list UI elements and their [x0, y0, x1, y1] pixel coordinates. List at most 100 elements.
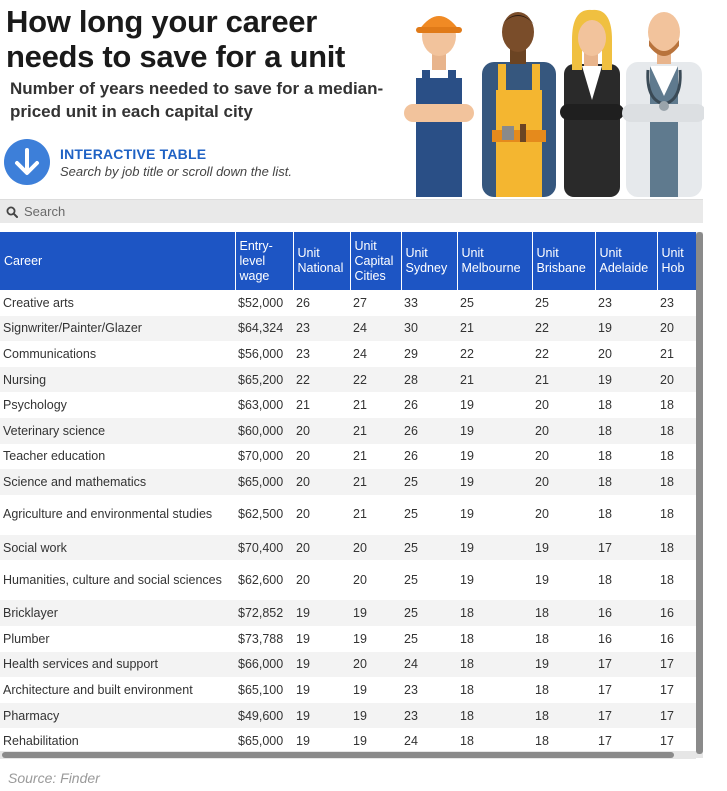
career-cell: Bricklayer	[0, 600, 235, 626]
value-cell: 19	[595, 366, 657, 393]
value-cell: 20	[293, 469, 350, 495]
value-cell: $64,324	[235, 315, 293, 342]
value-cell: 23	[595, 290, 657, 316]
career-cell: Health services and support	[0, 651, 235, 678]
table-row: Social work $70,400 20 20 25 19 19 17 18	[0, 534, 696, 561]
value-cell: 18	[532, 625, 595, 652]
value-cell: 26	[293, 290, 350, 316]
column-header-national[interactable]: Unit National	[293, 232, 351, 290]
value-cell: 25	[401, 600, 457, 626]
table-row: Bricklayer $72,852 19 19 25 18 18 16 16	[0, 600, 696, 626]
value-cell: 19	[457, 417, 532, 444]
table-row: Rehabilitation $65,000 19 19 24 18 18 17 17	[0, 728, 696, 754]
business-woman-figure	[560, 9, 624, 197]
interactive-table-title: INTERACTIVE TABLE	[60, 145, 207, 162]
table-row: Nursing $65,200 22 22 28 21 21 19 20	[0, 366, 696, 393]
column-header-melbourne[interactable]: Unit Melbourne	[457, 232, 533, 290]
table-row: Pharmacy $49,600 19 19 23 18 18 17 17	[0, 702, 696, 729]
value-cell: 20	[293, 443, 350, 470]
value-cell: $65,000	[235, 728, 293, 754]
column-header-career[interactable]: Career	[0, 232, 236, 290]
column-header-hobart[interactable]: Unit Hob	[657, 232, 696, 290]
career-cell: Communications	[0, 341, 235, 367]
value-cell: 17	[595, 651, 657, 678]
value-cell: 27	[350, 290, 401, 316]
value-cell: 17	[657, 702, 696, 729]
value-cell: 23	[401, 702, 457, 729]
value-cell: 23	[293, 315, 350, 342]
career-cell: Nursing	[0, 366, 235, 393]
value-cell: 19	[350, 728, 401, 754]
horizontal-scroll-thumb[interactable]	[2, 752, 674, 758]
value-cell: 19	[457, 469, 532, 495]
value-cell: 16	[657, 600, 696, 626]
value-cell: $72,852	[235, 600, 293, 626]
career-cell: Social work	[0, 534, 235, 561]
search-input[interactable]	[24, 201, 624, 222]
value-cell: 24	[350, 315, 401, 342]
horizontal-scrollbar[interactable]	[0, 751, 696, 759]
career-cell: Veterinary science	[0, 417, 235, 444]
value-cell: 18	[595, 417, 657, 444]
table-row: Communications $56,000 23 24 29 22 22 20 21	[0, 341, 696, 367]
value-cell: 18	[532, 702, 595, 729]
value-cell: $62,500	[235, 494, 293, 535]
value-cell: 23	[657, 290, 696, 316]
value-cell: 20	[350, 651, 401, 678]
column-header-sydney[interactable]: Unit Sydney	[401, 232, 458, 290]
table-scroll-area[interactable]: Career Entry-level wage Unit National Un…	[0, 232, 696, 758]
value-cell: 19	[457, 534, 532, 561]
value-cell: 17	[595, 677, 657, 703]
interactive-table-hint: Search by job title or scroll down the l…	[60, 163, 292, 179]
value-cell: 18	[657, 494, 696, 535]
value-cell: 18	[657, 534, 696, 561]
career-cell: Plumber	[0, 625, 235, 652]
value-cell: 21	[350, 469, 401, 495]
value-cell: 29	[401, 341, 457, 367]
table-header-row: Career Entry-level wage Unit National Un…	[0, 232, 696, 290]
value-cell: 19	[293, 677, 350, 703]
value-cell: 18	[595, 560, 657, 601]
column-header-adelaide[interactable]: Unit Adelaide	[595, 232, 658, 290]
value-cell: 17	[595, 534, 657, 561]
value-cell: $65,200	[235, 366, 293, 393]
column-header-brisbane[interactable]: Unit Brisbane	[532, 232, 596, 290]
column-header-capital-cities[interactable]: Unit Capital Cities	[350, 232, 402, 290]
value-cell: 17	[657, 651, 696, 678]
value-cell: 17	[595, 702, 657, 729]
career-cell: Humanities, culture and social sciences	[0, 560, 235, 601]
value-cell: 18	[457, 600, 532, 626]
value-cell: 18	[595, 494, 657, 535]
value-cell: 17	[595, 728, 657, 754]
value-cell: 20	[350, 534, 401, 561]
value-cell: 18	[657, 417, 696, 444]
value-cell: 21	[350, 443, 401, 470]
value-cell: $56,000	[235, 341, 293, 367]
value-cell: 21	[457, 366, 532, 393]
value-cell: 18	[595, 392, 657, 418]
value-cell: 19	[532, 534, 595, 561]
table-row: Veterinary science $60,000 20 21 26 19 20 18 18	[0, 417, 696, 444]
value-cell: 18	[457, 625, 532, 652]
value-cell: 20	[657, 315, 696, 342]
value-cell: 17	[657, 677, 696, 703]
vertical-scroll-thumb[interactable]	[696, 232, 703, 754]
value-cell: 21	[350, 392, 401, 418]
source-credit: Source: Finder	[8, 770, 100, 786]
search-bar[interactable]	[0, 199, 703, 223]
value-cell: 24	[350, 341, 401, 367]
value-cell: 19	[457, 494, 532, 535]
table-row: Science and mathematics $65,000 20 21 25 19 20…	[0, 469, 696, 495]
value-cell: 19	[293, 600, 350, 626]
value-cell: 19	[457, 392, 532, 418]
vertical-scrollbar[interactable]	[696, 232, 703, 758]
column-header-wage[interactable]: Entry-level wage	[235, 232, 294, 290]
career-cell: Signwriter/Painter/Glazer	[0, 315, 235, 342]
search-icon	[6, 205, 20, 219]
value-cell: 20	[293, 560, 350, 601]
construction-worker-figure	[404, 16, 474, 197]
value-cell: 21	[350, 494, 401, 535]
value-cell: 21	[532, 366, 595, 393]
career-cell: Teacher education	[0, 443, 235, 470]
value-cell: 24	[401, 651, 457, 678]
